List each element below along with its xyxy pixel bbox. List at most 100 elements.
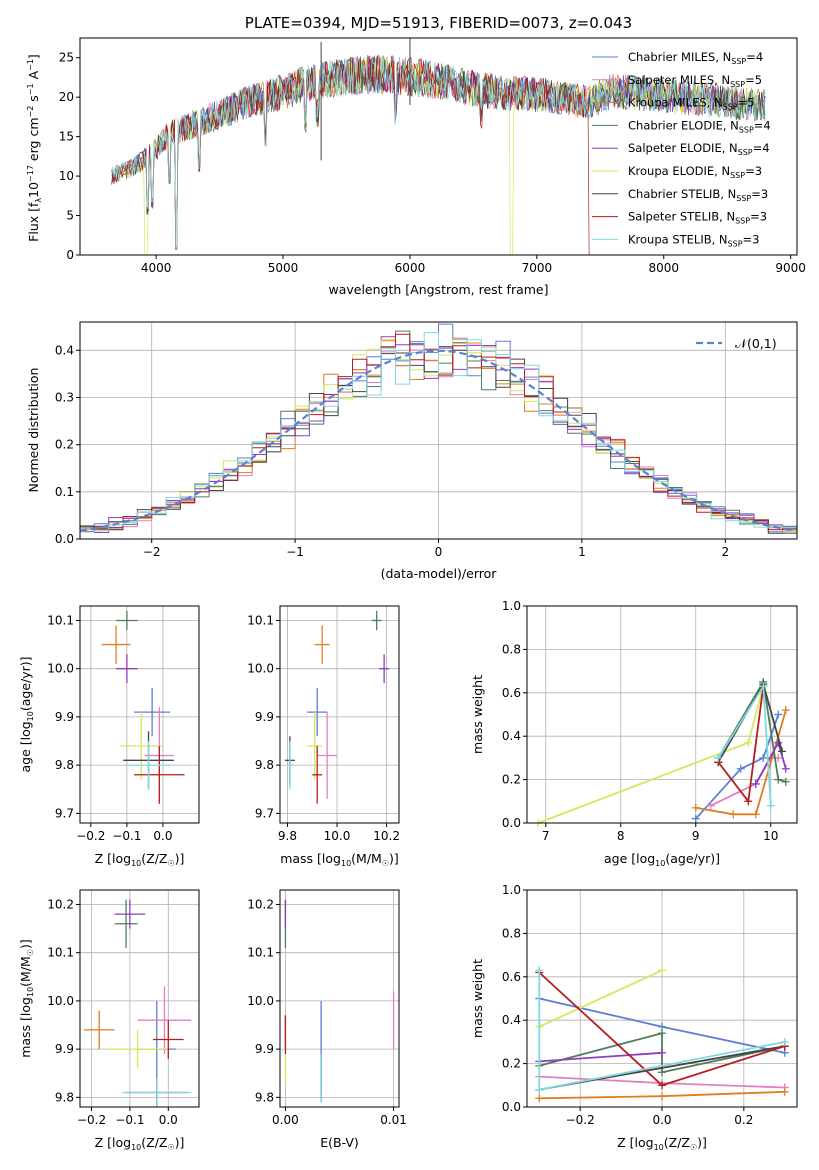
x-tick-label: 4000 bbox=[141, 261, 172, 275]
y-axis-label: mass [log10(M/M☉)] bbox=[18, 939, 35, 1058]
mass-z-point-2 bbox=[83, 1010, 115, 1050]
residuals-frame bbox=[76, 321, 798, 543]
legend-entry-part: =4 bbox=[754, 118, 771, 132]
y-tick-label: 0.6 bbox=[502, 686, 521, 700]
y-tick-label: 10.0 bbox=[47, 662, 74, 676]
legend-entry-part: =3 bbox=[745, 164, 762, 178]
age-z-frame bbox=[76, 605, 200, 827]
age-z-point-5 bbox=[119, 712, 163, 780]
x-axis-label-part: Z [log bbox=[617, 1135, 653, 1150]
y-axis-label-part: erg cm bbox=[26, 118, 41, 166]
y-tick-label: 10 bbox=[59, 169, 74, 183]
x-tick-label: −0.1 bbox=[115, 1113, 144, 1127]
x-axis-label-part: 10 bbox=[131, 1143, 141, 1152]
y-axis-label-part: λ bbox=[34, 198, 43, 203]
y-tick-label: 0.4 bbox=[502, 1013, 521, 1027]
y-tick-label: 9.7 bbox=[255, 806, 274, 820]
legend-entry: Salpeter STELIB, NSSP=3 bbox=[628, 210, 767, 226]
mw-z-line-4 bbox=[539, 1051, 663, 1063]
x-tick-label: 0 bbox=[435, 545, 443, 559]
y-tick-label: 10.1 bbox=[247, 613, 274, 627]
y-axis-label-part: A bbox=[26, 70, 41, 83]
legend-entry-part: , N bbox=[722, 141, 738, 155]
mass-z-point-8 bbox=[122, 1078, 192, 1107]
y-axis-label: Flux [fλ10−17 erg cm−2 s−1 A−1] bbox=[26, 54, 43, 242]
legend-entry-part: =3 bbox=[751, 187, 768, 201]
y-axis-label-part: (M/M bbox=[18, 956, 33, 987]
x-axis-label-part: (M/M bbox=[351, 851, 382, 866]
plot-frame bbox=[79, 889, 200, 1108]
y-tick-label: 9.7 bbox=[55, 806, 74, 820]
mw-age-marker bbox=[751, 810, 760, 819]
y-axis-label-part: 10 bbox=[26, 182, 41, 198]
x-axis-label-part: (age/yr)] bbox=[665, 851, 720, 866]
y-tick-label: 10.0 bbox=[247, 994, 274, 1008]
y-tick-label: 0.0 bbox=[55, 532, 74, 546]
age-mass-point-4 bbox=[379, 654, 390, 684]
x-tick-label: 0.2 bbox=[734, 1113, 753, 1127]
mw-z-frame bbox=[523, 889, 798, 1111]
legend-entry-part: SSP bbox=[730, 80, 745, 89]
age-z-point-2 bbox=[101, 625, 131, 664]
legend-entry-part: SSP bbox=[723, 103, 738, 112]
y-tick-label: 9.9 bbox=[255, 710, 274, 724]
mw-age-marker bbox=[774, 710, 783, 719]
age-z-point-3 bbox=[116, 610, 138, 631]
legend-entry: Kroupa MILES, NSSP=5 bbox=[628, 96, 755, 112]
y-tick-label: 9.8 bbox=[55, 1090, 74, 1104]
mw-age-marker bbox=[744, 797, 753, 806]
legend-entry-part: SSP bbox=[739, 125, 754, 134]
y-tick-label: 10.1 bbox=[247, 946, 274, 960]
age-mass-point-8 bbox=[287, 741, 293, 790]
x-axis-label-part: mass [log bbox=[280, 851, 341, 866]
mw-age-marker bbox=[774, 775, 783, 784]
y-axis-label-part: −2 bbox=[26, 106, 35, 118]
y-tick-label: 0.0 bbox=[502, 816, 521, 830]
y-tick-label: 0.4 bbox=[502, 729, 521, 743]
x-axis-label-part: (Z/Z bbox=[141, 1135, 167, 1150]
plot-frame bbox=[79, 37, 798, 256]
x-axis-label-part: 10 bbox=[341, 859, 351, 868]
legend-entry: Chabrier STELIB, NSSP=3 bbox=[628, 187, 768, 203]
mass-z-point-7 bbox=[152, 1020, 184, 1059]
x-axis-label-part: 10 bbox=[655, 859, 665, 868]
x-tick-label: 0.01 bbox=[380, 1113, 407, 1127]
legend-entry-part: SSP bbox=[731, 57, 746, 66]
x-axis-label-part: 10 bbox=[131, 859, 141, 868]
spectrum-frame bbox=[76, 37, 798, 259]
x-tick-label: 0.0 bbox=[159, 1113, 178, 1127]
x-axis-label-part: (Z/Z bbox=[664, 1135, 690, 1150]
y-tick-label: 20 bbox=[59, 90, 74, 104]
mw-age-marker bbox=[778, 747, 786, 756]
legend-entry-part: , N bbox=[719, 210, 735, 224]
mw-age-marker bbox=[736, 764, 745, 773]
plot-frame bbox=[279, 605, 400, 824]
y-tick-label: 0.2 bbox=[502, 1057, 521, 1071]
y-axis-label-part: (age/yr)] bbox=[18, 656, 33, 711]
spectrum-line-6 bbox=[111, 56, 766, 250]
age-mass-point-5 bbox=[307, 712, 323, 780]
x-tick-label: −1 bbox=[286, 545, 304, 559]
y-axis-label-part: )] bbox=[18, 939, 33, 949]
x-tick-label: −2 bbox=[143, 545, 161, 559]
mw-z-marker bbox=[658, 1081, 666, 1090]
mw-age-marker bbox=[781, 706, 790, 715]
y-tick-label: 10.0 bbox=[247, 662, 274, 676]
x-tick-label: 9 bbox=[692, 829, 700, 843]
mw-age-frame bbox=[523, 605, 798, 827]
x-axis-label-part: ☉ bbox=[167, 1143, 174, 1152]
y-tick-label: 10.2 bbox=[47, 897, 74, 911]
legend-entry-part: =3 bbox=[750, 210, 767, 224]
x-axis-label: Z [log10(Z/Z☉)] bbox=[617, 1135, 707, 1152]
x-tick-label: 2 bbox=[721, 545, 729, 559]
age-mass-axes bbox=[280, 606, 399, 823]
y-axis-label-part: s bbox=[26, 95, 41, 106]
y-tick-label: 10.2 bbox=[247, 897, 274, 911]
x-axis-label: Z [log10(Z/Z☉)] bbox=[95, 1135, 185, 1152]
x-axis-label-part: )] bbox=[389, 851, 399, 866]
age-mass-frame bbox=[276, 605, 400, 827]
mw-age-marker bbox=[759, 753, 768, 762]
x-axis-label-part: Z [log bbox=[95, 851, 131, 866]
x-tick-label: 5000 bbox=[268, 261, 299, 275]
mass-z-point-3 bbox=[114, 899, 138, 948]
